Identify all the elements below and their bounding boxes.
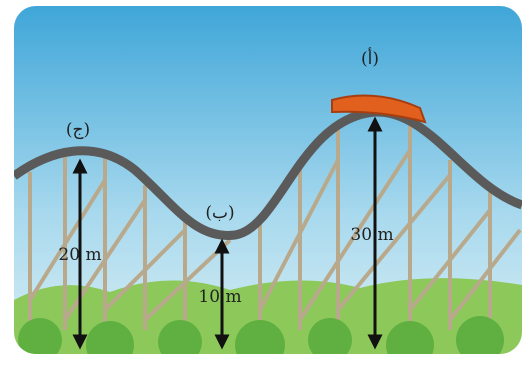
- height-label: 20 m: [58, 245, 101, 265]
- height-label: 10 m: [198, 287, 241, 307]
- page: (ج) (ب) (أ) 20 m 10 m 30 m (() => { cons…: [0, 0, 528, 365]
- point-label: (أ): [361, 47, 379, 69]
- point-label: (ج): [66, 120, 90, 140]
- point-label: (ب): [205, 203, 234, 223]
- scene: [14, 6, 522, 365]
- roller-coaster-diagram: (ج) (ب) (أ) 20 m 10 m 30 m: [0, 0, 528, 365]
- height-label: 30 m: [350, 225, 393, 245]
